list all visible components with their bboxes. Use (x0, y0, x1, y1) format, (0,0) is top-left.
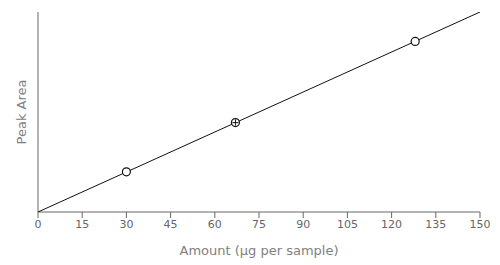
svg-text:75: 75 (252, 218, 266, 231)
svg-text:135: 135 (425, 218, 446, 231)
svg-text:105: 105 (337, 218, 358, 231)
svg-text:15: 15 (75, 218, 89, 231)
svg-text:Amount (µg per sample): Amount (µg per sample) (179, 243, 338, 258)
svg-text:45: 45 (164, 218, 178, 231)
svg-text:30: 30 (119, 218, 133, 231)
svg-text:60: 60 (208, 218, 222, 231)
svg-text:90: 90 (296, 218, 310, 231)
svg-text:120: 120 (381, 218, 402, 231)
svg-text:0: 0 (35, 218, 42, 231)
svg-text:Peak Area: Peak Area (14, 80, 29, 145)
svg-text:150: 150 (470, 218, 491, 231)
